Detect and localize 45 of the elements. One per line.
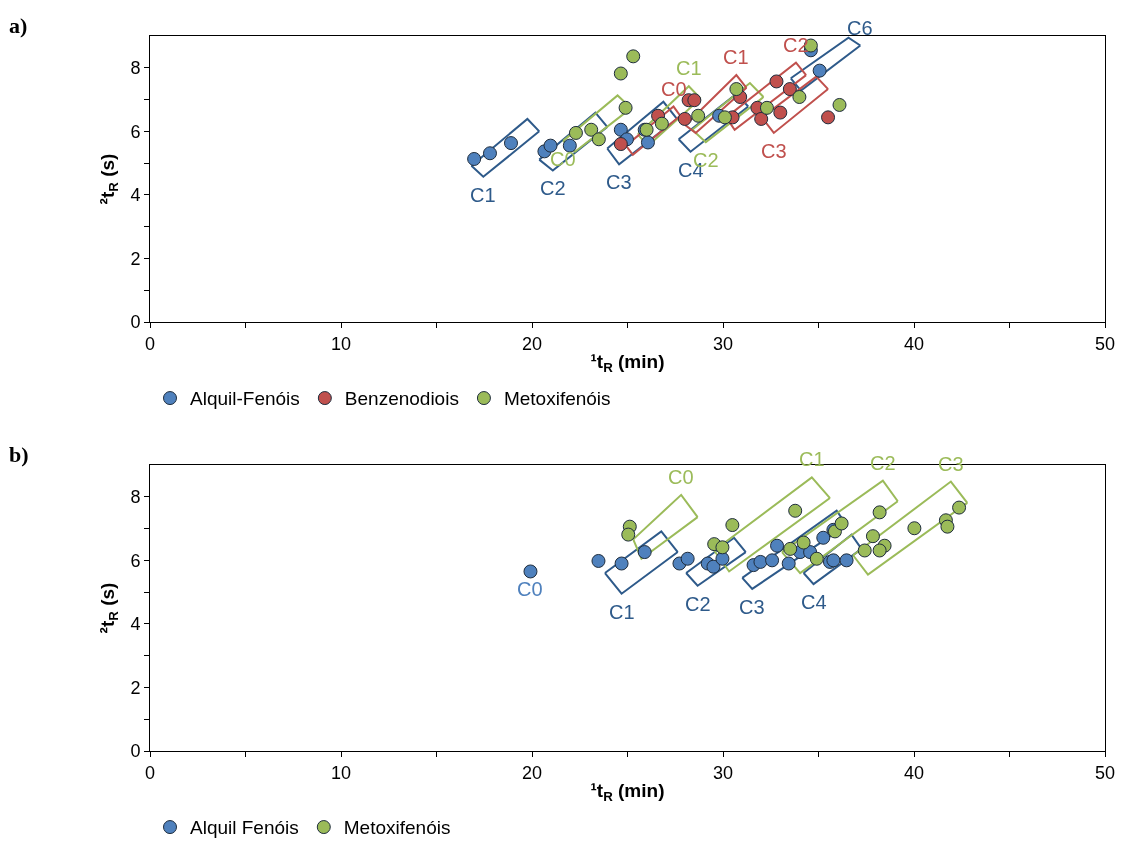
y-tick-label: 6 (130, 121, 141, 142)
annotation: C1 (676, 57, 702, 79)
x-tick-label: 40 (903, 333, 925, 354)
x-tick-label: 30 (712, 333, 734, 354)
x-axis-title: ¹t$_{R}$ (min) (590, 780, 665, 805)
x-tick-label: 10 (330, 762, 352, 783)
x-tick-label: 20 (521, 333, 543, 354)
annotation: C3 (761, 140, 787, 162)
y-tick-label: 0 (130, 312, 141, 333)
annotation: C4 (801, 591, 827, 613)
annotation: C2 (685, 593, 711, 615)
y-tick-label: 2 (130, 677, 141, 698)
annotation: C1 (723, 46, 749, 68)
annotation: C0 (668, 466, 694, 488)
y-tick-label: 4 (130, 185, 141, 206)
x-tick-label: 40 (903, 762, 925, 783)
chart-title: b) (8, 441, 29, 467)
legend-label: Metoxifenóis (343, 817, 451, 839)
chart-title: a) (8, 12, 28, 38)
annotation: C1 (470, 184, 496, 206)
annotation: C6 (847, 17, 873, 39)
y-tick-label: 2 (130, 248, 141, 269)
legend-label: Alquil-Fenóis (190, 388, 300, 410)
annotation: C3 (606, 171, 632, 193)
x-tick-label: 10 (330, 333, 352, 354)
y-tick-label: 4 (130, 614, 141, 635)
x-tick-label: 20 (521, 762, 543, 783)
y-tick-label: 6 (130, 550, 141, 571)
annotation: C0 (517, 578, 543, 600)
legend-label: Metoxifenóis (503, 388, 611, 410)
y-tick-label: 8 (130, 487, 141, 508)
y-tick-label: 8 (130, 58, 141, 79)
y-tick-label: 0 (130, 741, 141, 762)
legend-label: Benzenodiois (344, 388, 459, 410)
x-axis-title: ¹t$_{R}$ (min) (590, 351, 665, 376)
annotation: C2 (540, 177, 566, 199)
x-tick-label: 50 (1094, 762, 1116, 783)
x-tick-label: 50 (1094, 333, 1116, 354)
x-tick-label: 30 (712, 762, 734, 783)
annotation: C1 (609, 601, 635, 623)
annotation: C0 (661, 78, 687, 100)
annotation: C3 (739, 596, 765, 618)
x-tick-label: 0 (144, 333, 156, 354)
legend-label: Alquil Fenóis (190, 817, 299, 839)
x-tick-label: 0 (144, 762, 156, 783)
